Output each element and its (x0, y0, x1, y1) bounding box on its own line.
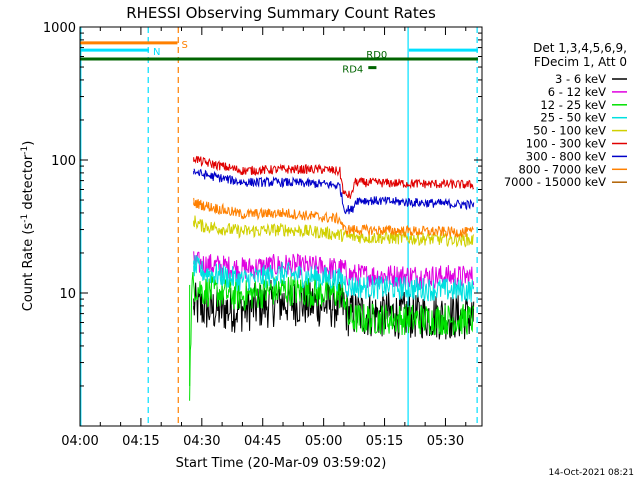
legend-entry-label: 50 - 100 keV (533, 124, 606, 138)
series-line (193, 155, 475, 199)
y-axis: 10 100 1000 (43, 21, 482, 427)
y-axis-label-prefix: Count Rate (s (21, 223, 36, 312)
x-axis-label: Start Time (20-Mar-09 03:59:02) (176, 456, 387, 471)
x-tick-label: 04:00 (61, 434, 98, 449)
y-axis-label-sup1: -1 (20, 214, 30, 223)
chart-title: RHESSI Observing Summary Count Rates (126, 4, 436, 22)
plot-frame (79, 26, 483, 427)
legend-header-line2: FDecim 1, Att 0 (534, 55, 627, 69)
footer-timestamp: 14-Oct-2021 08:21 (549, 468, 634, 478)
y-axis-label-suffix: ) (21, 141, 36, 146)
x-tick-label: 04:15 (122, 434, 159, 449)
legend-entry-label: 100 - 300 keV (526, 137, 606, 151)
flag-bar-label: S (181, 40, 187, 51)
series-line (193, 215, 475, 248)
series-line (193, 254, 475, 303)
y-tick-label: 100 (51, 154, 76, 169)
x-tick-label: 04:30 (183, 434, 220, 449)
x-tick-label: 05:15 (366, 434, 403, 449)
x-axis: 04:00 04:15 04:30 04:45 05:00 05:15 05:30 (61, 27, 467, 449)
flag-bar-label: RD0 (366, 50, 387, 61)
x-tick-label: 05:00 (305, 434, 342, 449)
flag-bar-label: N (153, 47, 160, 58)
legend-header-line1: Det 1,3,4,5,6,9, (533, 41, 627, 55)
series-line (193, 168, 475, 215)
legend-entry-label: 3 - 6 keV (555, 72, 606, 86)
series-group (189, 155, 475, 401)
y-axis-label-mid: detector (21, 154, 36, 214)
x-tick-label: 05:30 (427, 434, 464, 449)
flag-bar-label: RD4 (342, 65, 363, 76)
legend-entry-label: 7000 - 15000 keV (504, 175, 606, 189)
legend: Det 1,3,4,5,6,9, FDecim 1, Att 0 3 - 6 k… (504, 41, 627, 189)
y-axis-label-sup2: -1 (20, 146, 30, 155)
legend-entry-label: 800 - 7000 keV (518, 162, 606, 176)
y-tick-label: 1000 (43, 21, 76, 36)
y-tick-label: 10 (59, 287, 76, 302)
y-axis-label: Count Rate (s-1 detector-1) (20, 141, 36, 312)
vertical-marker-lines (80, 27, 478, 426)
legend-entry-label: 25 - 50 keV (540, 111, 606, 125)
series-line (193, 197, 474, 238)
legend-entry-label: 6 - 12 keV (548, 85, 606, 99)
legend-entry-label: 12 - 25 keV (540, 98, 606, 112)
legend-entry-label: 300 - 800 keV (526, 149, 606, 163)
x-tick-label: 04:45 (244, 434, 281, 449)
